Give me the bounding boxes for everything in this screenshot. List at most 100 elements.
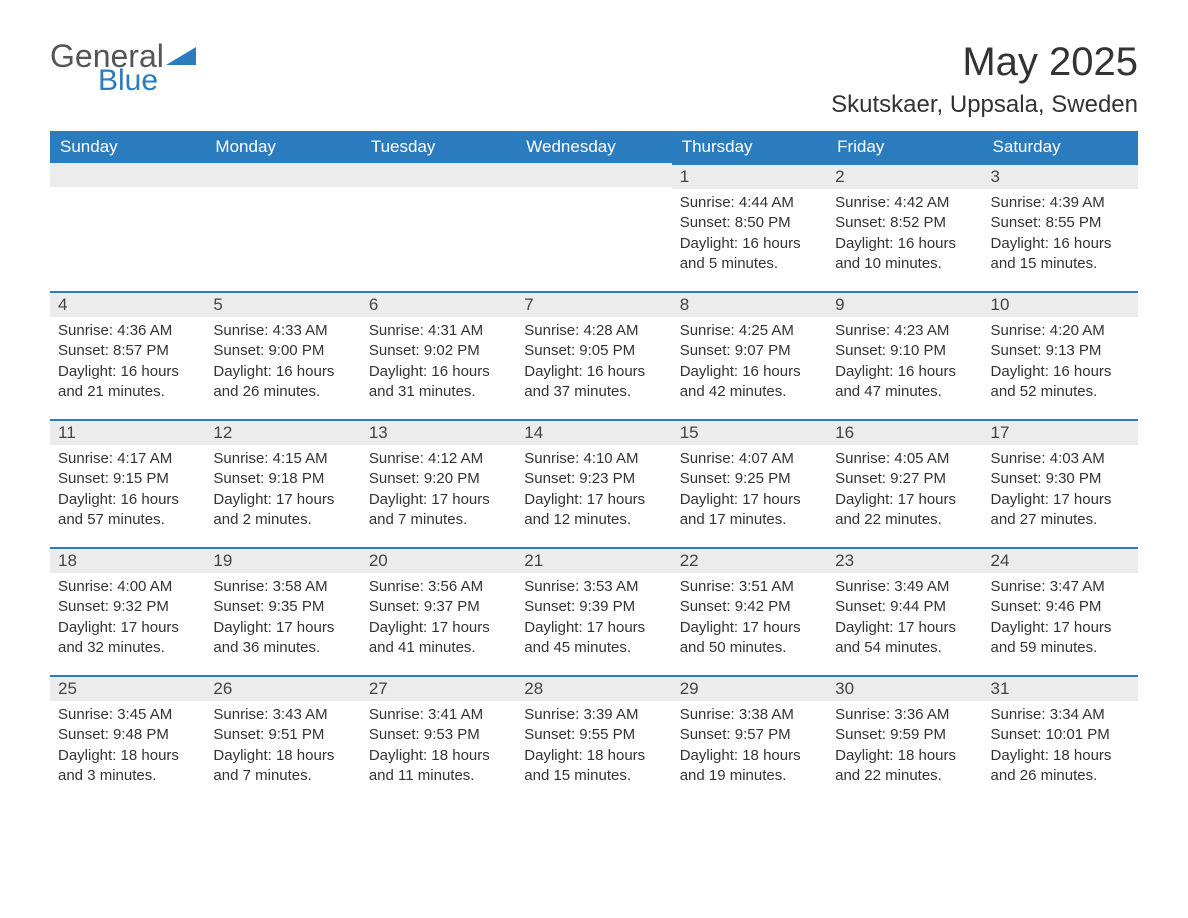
day-details: Sunrise: 4:17 AMSunset: 9:15 PMDaylight:… (50, 445, 205, 538)
daylight-line: Daylight: 17 hours and 54 minutes. (835, 618, 974, 659)
calendar-cell (361, 163, 516, 291)
day-details: Sunrise: 3:36 AMSunset: 9:59 PMDaylight:… (827, 701, 982, 794)
daylight-line: Daylight: 18 hours and 7 minutes. (213, 746, 352, 787)
day-number: 5 (205, 291, 360, 317)
day-details: Sunrise: 3:41 AMSunset: 9:53 PMDaylight:… (361, 701, 516, 794)
daylight-line: Daylight: 18 hours and 3 minutes. (58, 746, 197, 787)
sunrise-line: Sunrise: 3:41 AM (369, 705, 508, 725)
day-details: Sunrise: 4:00 AMSunset: 9:32 PMDaylight:… (50, 573, 205, 666)
daylight-line: Daylight: 18 hours and 22 minutes. (835, 746, 974, 787)
sunrise-line: Sunrise: 3:53 AM (524, 577, 663, 597)
sunset-line: Sunset: 9:18 PM (213, 469, 352, 489)
sunrise-line: Sunrise: 3:38 AM (680, 705, 819, 725)
sunset-line: Sunset: 9:48 PM (58, 725, 197, 745)
calendar-cell: 6Sunrise: 4:31 AMSunset: 9:02 PMDaylight… (361, 291, 516, 419)
calendar-cell: 5Sunrise: 4:33 AMSunset: 9:00 PMDaylight… (205, 291, 360, 419)
day-number: 17 (983, 419, 1138, 445)
logo-text-blue: Blue (98, 66, 246, 96)
sunset-line: Sunset: 9:39 PM (524, 597, 663, 617)
day-number: 4 (50, 291, 205, 317)
calendar-cell: 16Sunrise: 4:05 AMSunset: 9:27 PMDayligh… (827, 419, 982, 547)
sunrise-line: Sunrise: 3:43 AM (213, 705, 352, 725)
day-number: 13 (361, 419, 516, 445)
calendar-cell (516, 163, 671, 291)
calendar-cell: 29Sunrise: 3:38 AMSunset: 9:57 PMDayligh… (672, 675, 827, 803)
sunrise-line: Sunrise: 3:45 AM (58, 705, 197, 725)
daylight-line: Daylight: 17 hours and 50 minutes. (680, 618, 819, 659)
daylight-line: Daylight: 18 hours and 26 minutes. (991, 746, 1130, 787)
day-details: Sunrise: 4:28 AMSunset: 9:05 PMDaylight:… (516, 317, 671, 410)
day-details: Sunrise: 3:51 AMSunset: 9:42 PMDaylight:… (672, 573, 827, 666)
daylight-line: Daylight: 16 hours and 5 minutes. (680, 234, 819, 275)
sunset-line: Sunset: 9:15 PM (58, 469, 197, 489)
calendar-cell: 9Sunrise: 4:23 AMSunset: 9:10 PMDaylight… (827, 291, 982, 419)
weekday-header: Saturday (983, 131, 1138, 163)
logo: General Blue (50, 40, 198, 102)
weekday-header: Tuesday (361, 131, 516, 163)
sunrise-line: Sunrise: 4:42 AM (835, 193, 974, 213)
sunset-line: Sunset: 9:27 PM (835, 469, 974, 489)
day-details: Sunrise: 4:39 AMSunset: 8:55 PMDaylight:… (983, 189, 1138, 282)
calendar-cell: 20Sunrise: 3:56 AMSunset: 9:37 PMDayligh… (361, 547, 516, 675)
day-details: Sunrise: 4:42 AMSunset: 8:52 PMDaylight:… (827, 189, 982, 282)
day-number: 24 (983, 547, 1138, 573)
daylight-line: Daylight: 17 hours and 2 minutes. (213, 490, 352, 531)
calendar-cell: 21Sunrise: 3:53 AMSunset: 9:39 PMDayligh… (516, 547, 671, 675)
sunset-line: Sunset: 8:55 PM (991, 213, 1130, 233)
day-details: Sunrise: 4:03 AMSunset: 9:30 PMDaylight:… (983, 445, 1138, 538)
daylight-line: Daylight: 16 hours and 26 minutes. (213, 362, 352, 403)
sunset-line: Sunset: 9:44 PM (835, 597, 974, 617)
sunset-line: Sunset: 9:25 PM (680, 469, 819, 489)
sunset-line: Sunset: 9:10 PM (835, 341, 974, 361)
sunset-line: Sunset: 9:30 PM (991, 469, 1130, 489)
day-details: Sunrise: 4:23 AMSunset: 9:10 PMDaylight:… (827, 317, 982, 410)
calendar-cell (50, 163, 205, 291)
daylight-line: Daylight: 18 hours and 15 minutes. (524, 746, 663, 787)
day-details: Sunrise: 4:10 AMSunset: 9:23 PMDaylight:… (516, 445, 671, 538)
sunset-line: Sunset: 9:59 PM (835, 725, 974, 745)
day-number: 22 (672, 547, 827, 573)
sunset-line: Sunset: 9:32 PM (58, 597, 197, 617)
day-number: 1 (672, 163, 827, 189)
calendar-cell: 28Sunrise: 3:39 AMSunset: 9:55 PMDayligh… (516, 675, 671, 803)
day-number: 23 (827, 547, 982, 573)
sunrise-line: Sunrise: 4:36 AM (58, 321, 197, 341)
day-number: 2 (827, 163, 982, 189)
sunset-line: Sunset: 9:13 PM (991, 341, 1130, 361)
day-details: Sunrise: 4:12 AMSunset: 9:20 PMDaylight:… (361, 445, 516, 538)
location: Skutskaer, Uppsala, Sweden (831, 91, 1138, 119)
day-details: Sunrise: 3:56 AMSunset: 9:37 PMDaylight:… (361, 573, 516, 666)
title-block: May 2025 Skutskaer, Uppsala, Sweden (831, 40, 1138, 119)
calendar-cell: 26 Sunrise: 3:43 AMSunset: 9:51 PMDayligh… (205, 675, 360, 803)
calendar-cell: 25Sunrise: 3:45 AMSunset: 9:48 PMDayligh… (50, 675, 205, 803)
day-number: 20 (361, 547, 516, 573)
header: General Blue May 2025 Skutskaer, Uppsala… (50, 40, 1138, 119)
day-details: Sunrise: 4:07 AMSunset: 9:25 PMDaylight:… (672, 445, 827, 538)
day-details: Sunrise: 4:33 AMSunset: 9:00 PMDaylight:… (205, 317, 360, 410)
empty-day-bar (361, 163, 516, 187)
calendar-cell: 27Sunrise: 3:41 AMSunset: 9:53 PMDayligh… (361, 675, 516, 803)
daylight-line: Daylight: 17 hours and 22 minutes. (835, 490, 974, 531)
daylight-line: Daylight: 17 hours and 17 minutes. (680, 490, 819, 531)
daylight-line: Daylight: 16 hours and 57 minutes. (58, 490, 197, 531)
sunset-line: Sunset: 9:46 PM (991, 597, 1130, 617)
day-details: Sunrise: 4:05 AMSunset: 9:27 PMDaylight:… (827, 445, 982, 538)
daylight-line: Daylight: 17 hours and 59 minutes. (991, 618, 1130, 659)
sunset-line: Sunset: 9:42 PM (680, 597, 819, 617)
calendar-body: 1Sunrise: 4:44 AMSunset: 8:50 PMDaylight… (50, 163, 1138, 803)
weekday-header: Friday (827, 131, 982, 163)
calendar-cell: 2Sunrise: 4:42 AMSunset: 8:52 PMDaylight… (827, 163, 982, 291)
calendar-cell: 1Sunrise: 4:44 AMSunset: 8:50 PMDaylight… (672, 163, 827, 291)
sunrise-line: Sunrise: 3:51 AM (680, 577, 819, 597)
day-details: Sunrise: 3:49 AMSunset: 9:44 PMDaylight:… (827, 573, 982, 666)
day-number: 26 (205, 675, 360, 701)
sunset-line: Sunset: 9:51 PM (213, 725, 352, 745)
sunset-line: Sunset: 9:07 PM (680, 341, 819, 361)
calendar-cell: 15Sunrise: 4:07 AMSunset: 9:25 PMDayligh… (672, 419, 827, 547)
calendar-cell: 4Sunrise: 4:36 AMSunset: 8:57 PMDaylight… (50, 291, 205, 419)
day-number: 7 (516, 291, 671, 317)
day-number: 31 (983, 675, 1138, 701)
daylight-line: Daylight: 16 hours and 10 minutes. (835, 234, 974, 275)
calendar-cell: 12Sunrise: 4:15 AMSunset: 9:18 PMDayligh… (205, 419, 360, 547)
calendar-cell: 30Sunrise: 3:36 AMSunset: 9:59 PMDayligh… (827, 675, 982, 803)
